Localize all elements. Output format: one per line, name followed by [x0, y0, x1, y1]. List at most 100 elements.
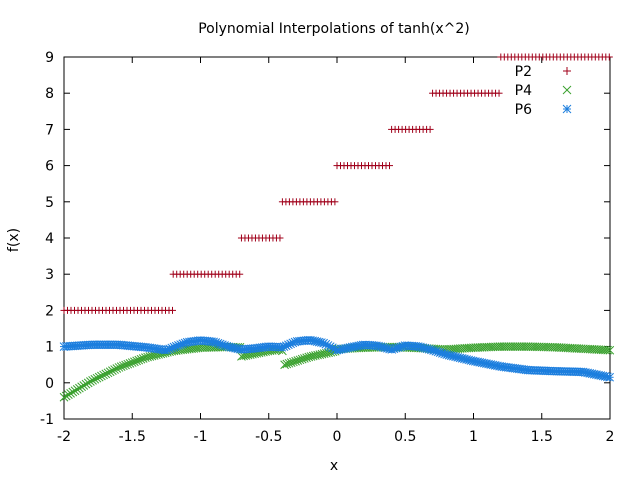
data-point [169, 306, 176, 314]
data-point [386, 162, 393, 170]
data-point [513, 342, 522, 351]
data-point [86, 377, 95, 386]
data-point [515, 342, 524, 351]
data-point [486, 342, 496, 352]
y-tick-label: 6 [45, 159, 54, 175]
data-point [562, 104, 572, 114]
data-point [504, 342, 513, 351]
data-point [94, 372, 104, 382]
data-point [532, 342, 542, 352]
legend: P2 P4 P6 [515, 64, 572, 118]
data-point [493, 342, 502, 352]
data-point [112, 364, 122, 373]
data-point [75, 383, 84, 393]
data-point [562, 85, 572, 95]
data-point [473, 343, 483, 352]
data-point [276, 234, 284, 242]
data-point [495, 89, 503, 97]
data-point [101, 369, 111, 379]
data-point [506, 342, 516, 351]
data-point [469, 343, 478, 353]
series-p2 [60, 53, 613, 314]
series-p6 [59, 335, 614, 382]
data-point [605, 53, 613, 61]
data-point [64, 390, 73, 400]
x-tick-label: -2 [57, 429, 71, 445]
legend-label: P2 [515, 64, 532, 80]
data-point [477, 342, 487, 352]
data-point [546, 342, 555, 352]
y-tick-label: 4 [45, 231, 54, 247]
data-point [603, 345, 612, 355]
data-point [502, 342, 511, 351]
y-tick-label: 5 [45, 195, 54, 211]
data-point [97, 371, 106, 381]
data-point [528, 342, 538, 352]
data-point [488, 342, 498, 352]
tick-labels: -2 -1.5 -1 -0.5 0 0.5 1 1.5 2 -1 0 1 2 3 4 5 6 7 8 9 [40, 50, 614, 445]
data-point [605, 345, 615, 355]
data-point [548, 342, 557, 352]
data-point [543, 342, 553, 352]
data-point [517, 342, 527, 351]
data-point [499, 342, 509, 351]
x-tick-label: 0.5 [394, 429, 416, 445]
x-tick-label: 0 [333, 429, 342, 445]
y-tick-label: 2 [45, 303, 54, 319]
y-tick-label: 1 [45, 340, 54, 356]
data-point [79, 381, 89, 390]
data-point [471, 343, 480, 352]
data-point [550, 342, 560, 352]
x-tick-label: 1 [469, 429, 478, 445]
data-point [426, 125, 434, 133]
y-tick-label: 7 [45, 122, 54, 138]
data-point [475, 343, 485, 352]
y-tick-label: -1 [40, 412, 54, 428]
data-point [495, 342, 505, 351]
data-point [103, 368, 113, 378]
legend-label: P4 [515, 83, 532, 99]
data-point [482, 342, 491, 352]
y-tick-label: 0 [45, 376, 54, 392]
data-point [331, 198, 339, 206]
chart-title: Polynomial Interpolations of tanh(x^2) [198, 21, 470, 37]
data-point [92, 373, 102, 383]
data-point [99, 370, 108, 380]
data-point [68, 387, 78, 397]
data-point [563, 67, 571, 75]
data-point [524, 342, 533, 351]
x-tick-label: 2 [606, 429, 615, 445]
y-tick-label: 9 [45, 50, 54, 66]
data-point [66, 388, 75, 398]
data-point [77, 382, 86, 392]
data-point [537, 342, 546, 352]
data-point [108, 366, 117, 375]
data-point [88, 375, 97, 385]
data-point [90, 374, 100, 384]
data-point [535, 342, 544, 352]
data-point [484, 342, 494, 352]
data-point [508, 342, 518, 351]
data-point [605, 372, 614, 382]
x-axis-label: x [330, 458, 338, 474]
data-point [539, 342, 549, 352]
data-point [70, 386, 80, 396]
data-point [59, 392, 69, 402]
data-point [105, 367, 115, 377]
y-tick-label: 8 [45, 86, 54, 102]
data-point [236, 270, 244, 278]
x-tick-label: -1 [194, 429, 208, 445]
data-point [491, 342, 500, 352]
data-point [480, 342, 489, 352]
data-point [519, 342, 529, 351]
x-tick-label: -0.5 [255, 429, 282, 445]
data-point [541, 342, 551, 352]
data-point [110, 365, 119, 374]
data-point [510, 342, 520, 351]
series-layer [59, 53, 615, 402]
data-point [61, 391, 71, 401]
data-point [81, 379, 91, 389]
data-point [72, 385, 82, 394]
data-point [530, 342, 540, 352]
